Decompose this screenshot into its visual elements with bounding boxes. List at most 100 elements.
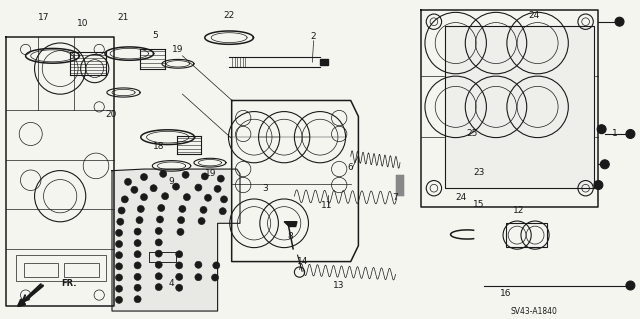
Circle shape <box>205 194 211 201</box>
Circle shape <box>155 284 163 291</box>
Circle shape <box>155 239 163 246</box>
Circle shape <box>175 273 183 280</box>
Circle shape <box>134 284 141 291</box>
Text: 4: 4 <box>169 279 174 288</box>
Circle shape <box>615 17 624 26</box>
Circle shape <box>138 205 145 212</box>
Circle shape <box>136 217 143 224</box>
Circle shape <box>626 281 635 290</box>
Circle shape <box>134 296 141 303</box>
Circle shape <box>161 193 169 200</box>
Circle shape <box>141 174 148 181</box>
Bar <box>16 255 106 281</box>
Circle shape <box>124 178 132 185</box>
Circle shape <box>212 262 220 269</box>
Circle shape <box>200 206 207 213</box>
Text: 6: 6 <box>348 163 353 172</box>
Circle shape <box>182 171 189 178</box>
Circle shape <box>175 251 183 258</box>
Text: 3: 3 <box>263 184 268 193</box>
Circle shape <box>122 196 129 203</box>
Circle shape <box>155 227 163 234</box>
Circle shape <box>115 263 123 270</box>
Bar <box>64 263 99 277</box>
Text: 11: 11 <box>321 201 332 210</box>
Circle shape <box>219 208 227 215</box>
Circle shape <box>211 274 219 281</box>
Circle shape <box>195 274 202 281</box>
Polygon shape <box>445 26 594 188</box>
Circle shape <box>141 194 148 201</box>
Bar <box>149 252 176 262</box>
Circle shape <box>179 205 186 212</box>
Circle shape <box>157 204 165 211</box>
Circle shape <box>594 181 603 189</box>
Text: 18: 18 <box>153 142 164 151</box>
Text: 15: 15 <box>473 200 484 209</box>
Circle shape <box>175 284 183 291</box>
Text: 7: 7 <box>392 193 397 202</box>
Text: 2: 2 <box>311 32 316 41</box>
Circle shape <box>131 186 138 193</box>
Text: 24: 24 <box>529 11 540 20</box>
Circle shape <box>597 125 606 134</box>
Circle shape <box>134 273 141 280</box>
Circle shape <box>217 175 225 182</box>
Polygon shape <box>232 100 358 262</box>
Polygon shape <box>320 59 328 65</box>
Text: 8: 8 <box>287 232 292 241</box>
Text: 19: 19 <box>172 45 184 54</box>
Circle shape <box>115 229 123 236</box>
Polygon shape <box>112 169 240 311</box>
Circle shape <box>115 241 123 248</box>
Circle shape <box>134 251 141 258</box>
Circle shape <box>155 273 163 280</box>
Circle shape <box>155 250 163 257</box>
Text: 16: 16 <box>500 289 511 298</box>
Circle shape <box>626 130 635 138</box>
Text: 13: 13 <box>333 281 345 290</box>
Circle shape <box>116 218 124 225</box>
Circle shape <box>173 183 179 190</box>
Circle shape <box>600 160 609 169</box>
Circle shape <box>134 240 141 247</box>
Circle shape <box>214 185 221 192</box>
Bar <box>24 263 58 277</box>
Text: 22: 22 <box>223 11 235 20</box>
Circle shape <box>220 196 228 203</box>
Circle shape <box>175 262 183 269</box>
Text: 17: 17 <box>38 13 49 22</box>
Text: 12: 12 <box>513 206 524 215</box>
Circle shape <box>159 170 166 177</box>
Text: SV43-A1840: SV43-A1840 <box>511 307 558 315</box>
Circle shape <box>115 296 123 303</box>
Polygon shape <box>396 175 403 195</box>
Circle shape <box>150 185 157 192</box>
Text: 25: 25 <box>467 130 478 138</box>
Circle shape <box>177 217 184 224</box>
Circle shape <box>134 262 141 269</box>
Text: 21: 21 <box>118 13 129 22</box>
Text: 5: 5 <box>152 31 157 40</box>
Circle shape <box>195 184 202 191</box>
Circle shape <box>115 274 123 281</box>
Circle shape <box>155 261 163 268</box>
Circle shape <box>115 252 123 259</box>
Polygon shape <box>421 10 598 207</box>
Text: 19: 19 <box>205 169 217 178</box>
Circle shape <box>201 173 209 180</box>
Text: 23: 23 <box>473 168 484 177</box>
Text: 24: 24 <box>455 193 467 202</box>
Text: 10: 10 <box>77 19 89 28</box>
Circle shape <box>195 261 202 268</box>
Circle shape <box>134 228 141 235</box>
Circle shape <box>156 216 164 223</box>
Circle shape <box>115 285 123 292</box>
Circle shape <box>177 228 184 235</box>
Circle shape <box>118 207 125 214</box>
Text: 20: 20 <box>105 110 116 119</box>
Polygon shape <box>284 222 297 226</box>
Bar <box>149 252 176 262</box>
Circle shape <box>183 194 191 201</box>
Circle shape <box>198 218 205 225</box>
